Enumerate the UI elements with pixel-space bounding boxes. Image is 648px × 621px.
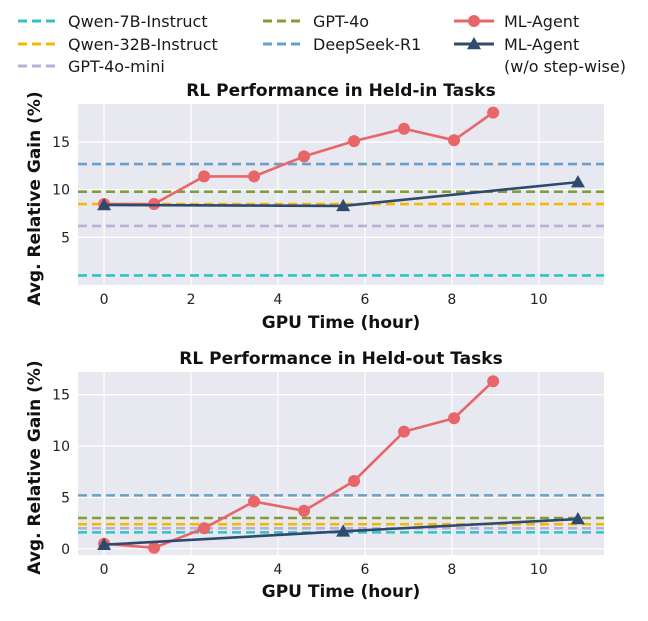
legend-label: GPT-4o-mini [68, 57, 165, 76]
y-tick-label: 15 [52, 388, 70, 404]
legend-label: GPT-4o [313, 12, 369, 31]
y-tick-label: 5 [61, 490, 70, 506]
legend-entry-gpt-4o: GPT-4o [263, 12, 369, 31]
point-ml-agent [398, 425, 411, 438]
point-ml-agent [448, 134, 461, 147]
legend-entry-gpt-4o-mini: GPT-4o-mini [18, 57, 165, 76]
legend-label: DeepSeek-R1 [313, 35, 421, 54]
legend-entry-ml-agent-wo-step-wise: ML-Agent (w/o step-wise) [454, 35, 626, 76]
chart-title: RL Performance in Held-in Tasks [186, 81, 495, 101]
point-ml-agent-w-o-step-wise [336, 198, 351, 212]
point-ml-agent [248, 170, 261, 183]
y-tick-label: 5 [61, 230, 70, 246]
x-tick-label: 2 [187, 562, 196, 578]
legend-entry-qwen-7b-instruct: Qwen-7B-Instruct [18, 12, 208, 31]
x-tick-label: 10 [530, 562, 548, 578]
legend-entry-qwen-32b-instruct: Qwen-32B-Instruct [18, 35, 218, 54]
point-ml-agent [298, 150, 311, 163]
point-ml-agent [487, 375, 500, 388]
legend-label: Qwen-7B-Instruct [68, 12, 208, 31]
y-tick-label: 0 [61, 542, 70, 558]
point-ml-agent-w-o-step-wise [97, 197, 112, 211]
x-tick-label: 0 [100, 292, 109, 308]
x-axis-label: GPU Time (hour) [262, 313, 421, 333]
y-tick-label: 10 [52, 439, 70, 455]
legend-marker [468, 15, 480, 27]
chart-title: RL Performance in Held-out Tasks [179, 349, 502, 369]
y-axis-label: Avg. Relative Gain (%) [25, 360, 45, 574]
point-ml-agent-w-o-step-wise [336, 524, 351, 537]
legend-entry-ml-agent: ML-Agent [454, 12, 579, 31]
point-ml-agent [148, 541, 161, 554]
point-ml-agent [448, 412, 461, 425]
point-ml-agent-w-o-step-wise [570, 175, 585, 188]
legend-label: Qwen-32B-Instruct [68, 35, 218, 54]
y-axis-label: Avg. Relative Gain (%) [25, 91, 45, 305]
x-tick-label: 6 [360, 562, 369, 578]
x-tick-label: 4 [274, 292, 283, 308]
point-ml-agent-w-o-step-wise [97, 537, 112, 550]
x-tick-label: 4 [274, 562, 283, 578]
point-ml-agent [398, 122, 411, 135]
legend-label: ML-Agent [504, 35, 579, 54]
legend-entry-deepseek-r1: DeepSeek-R1 [263, 35, 421, 54]
point-ml-agent [198, 170, 211, 183]
legend-label-line2: (w/o step-wise) [504, 57, 626, 76]
point-ml-agent [348, 135, 361, 148]
x-axis-label: GPU Time (hour) [262, 582, 421, 602]
point-ml-agent [248, 495, 261, 508]
x-tick-label: 0 [100, 562, 109, 578]
point-ml-agent [198, 522, 211, 535]
x-tick-label: 6 [360, 292, 369, 308]
x-tick-label: 10 [530, 292, 548, 308]
y-tick-label: 10 [52, 183, 70, 199]
legend-label: ML-Agent [504, 12, 579, 31]
point-ml-agent [487, 106, 500, 119]
y-tick-label: 15 [52, 135, 70, 151]
held-out-chart: 0 2 4 6 8 10 0 5 10 15 RL Performance in Held-out … [25, 349, 604, 602]
held-in-chart: 0 2 4 6 8 10 5 10 15 RL Performance in Held-in Ta… [25, 81, 604, 333]
legend: Qwen-7B-Instruct Qwen-32B-Instruct GPT-4o-… [18, 12, 626, 76]
x-tick-label: 8 [447, 562, 456, 578]
legend-marker [467, 37, 481, 50]
point-ml-agent-w-o-step-wise [570, 512, 585, 525]
x-tick-label: 2 [187, 292, 196, 308]
plot-area [78, 104, 604, 285]
x-tick-label: 8 [447, 292, 456, 308]
point-ml-agent [298, 504, 311, 517]
point-ml-agent [348, 474, 361, 487]
